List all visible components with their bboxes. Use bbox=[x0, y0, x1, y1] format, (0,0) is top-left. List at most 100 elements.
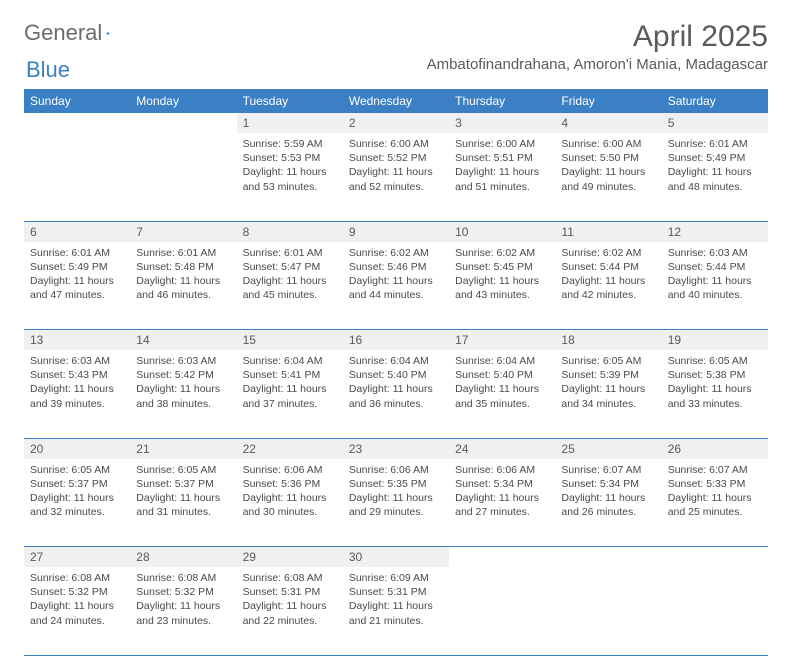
day-number: 29 bbox=[237, 547, 343, 568]
sunrise-text: Sunrise: 6:06 AM bbox=[349, 463, 443, 477]
sunset-text: Sunset: 5:44 PM bbox=[668, 260, 762, 274]
day-cell: Sunrise: 6:07 AMSunset: 5:33 PMDaylight:… bbox=[662, 459, 768, 547]
sunset-text: Sunset: 5:45 PM bbox=[455, 260, 549, 274]
sunrise-text: Sunrise: 6:01 AM bbox=[243, 246, 337, 260]
day-details: Sunrise: 6:02 AMSunset: 5:44 PMDaylight:… bbox=[555, 242, 661, 307]
day-cell: Sunrise: 6:08 AMSunset: 5:32 PMDaylight:… bbox=[24, 567, 130, 655]
daylight-text: Daylight: 11 hours and 22 minutes. bbox=[243, 599, 337, 627]
day-details: Sunrise: 6:02 AMSunset: 5:46 PMDaylight:… bbox=[343, 242, 449, 307]
daylight-text: Daylight: 11 hours and 32 minutes. bbox=[30, 491, 124, 519]
day-cell: Sunrise: 6:01 AMSunset: 5:47 PMDaylight:… bbox=[237, 242, 343, 330]
daylight-text: Daylight: 11 hours and 53 minutes. bbox=[243, 165, 337, 193]
sunrise-text: Sunrise: 6:02 AM bbox=[561, 246, 655, 260]
day-number: 28 bbox=[130, 547, 236, 568]
sunrise-text: Sunrise: 6:06 AM bbox=[455, 463, 549, 477]
day-details: Sunrise: 6:03 AMSunset: 5:43 PMDaylight:… bbox=[24, 350, 130, 415]
sunset-text: Sunset: 5:51 PM bbox=[455, 151, 549, 165]
sunrise-text: Sunrise: 6:01 AM bbox=[668, 137, 762, 151]
sunset-text: Sunset: 5:39 PM bbox=[561, 368, 655, 382]
sunset-text: Sunset: 5:49 PM bbox=[668, 151, 762, 165]
day-cell: Sunrise: 6:06 AMSunset: 5:34 PMDaylight:… bbox=[449, 459, 555, 547]
day-number: 23 bbox=[343, 438, 449, 459]
weekday-header: Sunday bbox=[24, 89, 130, 113]
daylight-text: Daylight: 11 hours and 46 minutes. bbox=[136, 274, 230, 302]
day-cell: Sunrise: 6:02 AMSunset: 5:46 PMDaylight:… bbox=[343, 242, 449, 330]
day-cell: Sunrise: 6:00 AMSunset: 5:52 PMDaylight:… bbox=[343, 133, 449, 221]
day-cell: Sunrise: 6:00 AMSunset: 5:51 PMDaylight:… bbox=[449, 133, 555, 221]
daylight-text: Daylight: 11 hours and 24 minutes. bbox=[30, 599, 124, 627]
week-row: Sunrise: 6:05 AMSunset: 5:37 PMDaylight:… bbox=[24, 459, 768, 547]
sunrise-text: Sunrise: 6:01 AM bbox=[30, 246, 124, 260]
day-details: Sunrise: 6:04 AMSunset: 5:40 PMDaylight:… bbox=[449, 350, 555, 415]
day-number: 17 bbox=[449, 330, 555, 351]
day-cell: Sunrise: 6:09 AMSunset: 5:31 PMDaylight:… bbox=[343, 567, 449, 655]
daylight-text: Daylight: 11 hours and 33 minutes. bbox=[668, 382, 762, 410]
daylight-text: Daylight: 11 hours and 44 minutes. bbox=[349, 274, 443, 302]
daylight-text: Daylight: 11 hours and 35 minutes. bbox=[455, 382, 549, 410]
sunset-text: Sunset: 5:41 PM bbox=[243, 368, 337, 382]
day-cell: Sunrise: 6:01 AMSunset: 5:48 PMDaylight:… bbox=[130, 242, 236, 330]
sunrise-text: Sunrise: 6:05 AM bbox=[668, 354, 762, 368]
day-details: Sunrise: 6:05 AMSunset: 5:37 PMDaylight:… bbox=[24, 459, 130, 524]
sunrise-text: Sunrise: 6:08 AM bbox=[243, 571, 337, 585]
day-cell: Sunrise: 6:05 AMSunset: 5:38 PMDaylight:… bbox=[662, 350, 768, 438]
day-cell bbox=[555, 567, 661, 655]
day-number: 3 bbox=[449, 113, 555, 133]
sunset-text: Sunset: 5:33 PM bbox=[668, 477, 762, 491]
day-details: Sunrise: 6:06 AMSunset: 5:35 PMDaylight:… bbox=[343, 459, 449, 524]
daylight-text: Daylight: 11 hours and 34 minutes. bbox=[561, 382, 655, 410]
day-details: Sunrise: 6:04 AMSunset: 5:41 PMDaylight:… bbox=[237, 350, 343, 415]
day-number: 8 bbox=[237, 221, 343, 242]
day-number: 15 bbox=[237, 330, 343, 351]
daylight-text: Daylight: 11 hours and 39 minutes. bbox=[30, 382, 124, 410]
sunset-text: Sunset: 5:52 PM bbox=[349, 151, 443, 165]
weekday-header: Thursday bbox=[449, 89, 555, 113]
sunrise-text: Sunrise: 5:59 AM bbox=[243, 137, 337, 151]
day-cell: Sunrise: 6:02 AMSunset: 5:44 PMDaylight:… bbox=[555, 242, 661, 330]
weekday-header: Monday bbox=[130, 89, 236, 113]
sunrise-text: Sunrise: 6:04 AM bbox=[455, 354, 549, 368]
day-cell: Sunrise: 6:03 AMSunset: 5:44 PMDaylight:… bbox=[662, 242, 768, 330]
sunrise-text: Sunrise: 6:00 AM bbox=[455, 137, 549, 151]
sunset-text: Sunset: 5:36 PM bbox=[243, 477, 337, 491]
sunset-text: Sunset: 5:42 PM bbox=[136, 368, 230, 382]
day-details: Sunrise: 6:01 AMSunset: 5:49 PMDaylight:… bbox=[662, 133, 768, 198]
day-cell: Sunrise: 6:05 AMSunset: 5:37 PMDaylight:… bbox=[24, 459, 130, 547]
day-number: 9 bbox=[343, 221, 449, 242]
day-number bbox=[662, 547, 768, 568]
day-cell: Sunrise: 6:08 AMSunset: 5:32 PMDaylight:… bbox=[130, 567, 236, 655]
sunrise-text: Sunrise: 6:04 AM bbox=[243, 354, 337, 368]
day-number: 22 bbox=[237, 438, 343, 459]
day-number: 21 bbox=[130, 438, 236, 459]
daylight-text: Daylight: 11 hours and 49 minutes. bbox=[561, 165, 655, 193]
day-number: 27 bbox=[24, 547, 130, 568]
day-number: 10 bbox=[449, 221, 555, 242]
week-row: Sunrise: 5:59 AMSunset: 5:53 PMDaylight:… bbox=[24, 133, 768, 221]
sunset-text: Sunset: 5:44 PM bbox=[561, 260, 655, 274]
sunrise-text: Sunrise: 6:07 AM bbox=[561, 463, 655, 477]
daynum-row: 20212223242526 bbox=[24, 438, 768, 459]
sunrise-text: Sunrise: 6:00 AM bbox=[349, 137, 443, 151]
sunrise-text: Sunrise: 6:08 AM bbox=[136, 571, 230, 585]
sunrise-text: Sunrise: 6:07 AM bbox=[668, 463, 762, 477]
day-number bbox=[24, 113, 130, 133]
day-number bbox=[130, 113, 236, 133]
sunrise-text: Sunrise: 6:05 AM bbox=[561, 354, 655, 368]
daylight-text: Daylight: 11 hours and 21 minutes. bbox=[349, 599, 443, 627]
sunset-text: Sunset: 5:40 PM bbox=[349, 368, 443, 382]
sunset-text: Sunset: 5:47 PM bbox=[243, 260, 337, 274]
day-details: Sunrise: 6:03 AMSunset: 5:42 PMDaylight:… bbox=[130, 350, 236, 415]
week-row: Sunrise: 6:08 AMSunset: 5:32 PMDaylight:… bbox=[24, 567, 768, 655]
calendar-table: Sunday Monday Tuesday Wednesday Thursday… bbox=[24, 89, 768, 656]
day-cell: Sunrise: 6:07 AMSunset: 5:34 PMDaylight:… bbox=[555, 459, 661, 547]
sunrise-text: Sunrise: 6:03 AM bbox=[30, 354, 124, 368]
day-cell: Sunrise: 6:00 AMSunset: 5:50 PMDaylight:… bbox=[555, 133, 661, 221]
daylight-text: Daylight: 11 hours and 40 minutes. bbox=[668, 274, 762, 302]
day-details: Sunrise: 6:05 AMSunset: 5:38 PMDaylight:… bbox=[662, 350, 768, 415]
day-details: Sunrise: 6:00 AMSunset: 5:51 PMDaylight:… bbox=[449, 133, 555, 198]
daylight-text: Daylight: 11 hours and 25 minutes. bbox=[668, 491, 762, 519]
month-title: April 2025 bbox=[427, 20, 768, 54]
daylight-text: Daylight: 11 hours and 42 minutes. bbox=[561, 274, 655, 302]
sunrise-text: Sunrise: 6:03 AM bbox=[136, 354, 230, 368]
day-details: Sunrise: 6:06 AMSunset: 5:34 PMDaylight:… bbox=[449, 459, 555, 524]
